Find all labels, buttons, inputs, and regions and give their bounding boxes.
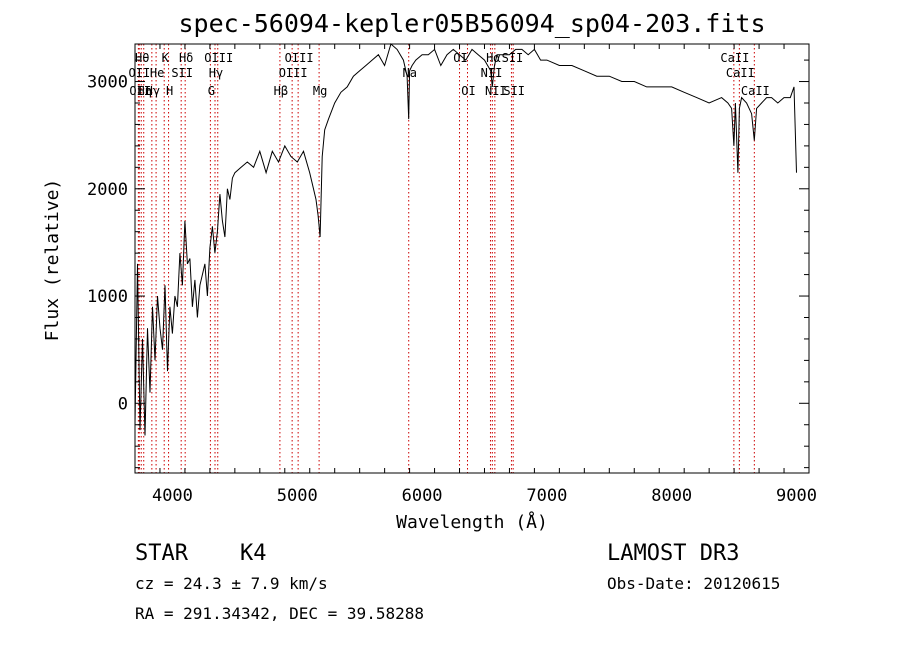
line-label-9: Hδ [179,51,193,65]
line-label-13: Hβ [274,84,288,98]
redshift-cz: cz = 24.3 ± 7.9 km/s [135,574,328,593]
y-tick-label-2000: 2000 [87,180,128,200]
plot-frame [134,43,810,474]
y-tick-label-1000: 1000 [87,287,128,307]
line-label-3: Hη [138,84,152,98]
line-label-25: CaII [720,51,749,65]
obs-date: Obs-Date: 20120615 [607,574,780,593]
x-axis-label: Wavelength (Å) [396,511,548,533]
chart-title: spec-56094-kepler05B56094_sp04-203.fits [179,9,766,38]
line-label-14: OIII [279,66,308,80]
line-label-11: Hγ [209,66,223,80]
y-tick-label-0: 0 [118,394,128,414]
x-tick-label-8000: 8000 [651,486,692,506]
spectrum-series-line [134,43,797,436]
line-label-26: CaII [726,66,755,80]
x-tick-label-4000: 4000 [152,486,193,506]
line-label-4: Hγ [146,84,160,98]
line-labels: OIIOIIHθHηHγHeKHSIIHδGHγOIIIHβOIIIOIIIMg… [129,51,770,98]
line-label-6: K [162,51,170,65]
x-tick-label-7000: 7000 [526,486,567,506]
line-label-18: OI [453,51,467,65]
object-class: STAR [135,541,189,566]
line-label-8: SII [171,66,193,80]
x-tick-label-5000: 5000 [277,486,318,506]
line-label-19: OI [461,84,475,98]
line-label-27: CaII [741,84,770,98]
line-label-12: OIII [204,51,233,65]
x-tick-label-6000: 6000 [402,486,443,506]
line-label-21: Hα [486,51,500,65]
line-label-22: NII [485,84,507,98]
line-label-5: He [150,66,164,80]
line-label-0: OII [129,66,151,80]
y-tick-label-3000: 3000 [87,73,128,93]
y-axis: 0 1000 2000 3000 [87,59,809,469]
line-label-2: Hθ [135,51,149,65]
x-axis: 4000 5000 6000 7000 8000 9000 [134,44,817,506]
line-label-24: SII [503,84,525,98]
line-label-10: G [208,84,215,98]
line-label-20: NII [481,66,503,80]
coordinates: RA = 291.34342, DEC = 39.58288 [135,604,424,623]
survey-name: LAMOST DR3 [607,541,739,566]
x-tick-label-9000: 9000 [776,486,817,506]
line-markers [137,44,755,473]
object-subclass: K4 [240,541,267,566]
line-label-15: OIII [285,51,314,65]
line-label-7: H [166,84,173,98]
line-label-16: Mg [313,84,327,98]
line-label-23: SII [502,51,524,65]
y-axis-label: Flux (relative) [42,179,63,342]
